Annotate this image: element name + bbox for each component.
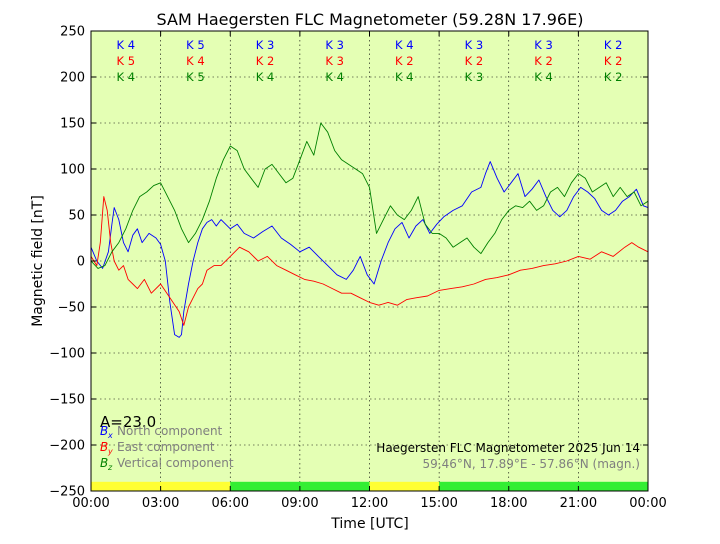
k-index-north: K 3 xyxy=(256,38,275,52)
y-tick-label: −50 xyxy=(58,301,85,316)
y-tick-label: −150 xyxy=(49,393,85,408)
k-index-vertical: K 4 xyxy=(395,70,414,84)
x-tick-label: 09:00 xyxy=(281,496,318,511)
x-axis-label: Time [UTC] xyxy=(330,516,408,532)
series-layer xyxy=(90,122,649,338)
legend-label-x: North component xyxy=(117,424,223,438)
y-tick-label: −100 xyxy=(49,347,85,362)
k-index-north: K 3 xyxy=(534,38,553,52)
k-index-east: K 2 xyxy=(395,54,414,68)
k-index-vertical: K 3 xyxy=(465,70,484,84)
y-tick-label: 0 xyxy=(77,255,85,270)
legend-subscript-y: y xyxy=(107,447,113,456)
k-index-east: K 2 xyxy=(465,54,484,68)
legend-label-y: East component xyxy=(117,440,215,454)
x-tick-label: 03:00 xyxy=(142,496,179,511)
legend-subscript-z: z xyxy=(107,463,113,472)
k-index-north: K 4 xyxy=(117,38,136,52)
y-tick-label: −250 xyxy=(49,485,85,500)
k-index-east: K 3 xyxy=(325,54,344,68)
series-line-x xyxy=(90,161,649,338)
k-index-east: K 4 xyxy=(186,54,205,68)
legend-symbol-x: B xyxy=(100,424,108,438)
k-index-vertical: K 4 xyxy=(256,70,275,84)
series-line-y xyxy=(90,196,649,326)
k-index-north: K 4 xyxy=(395,38,414,52)
k-index-vertical: K 5 xyxy=(186,70,205,84)
legend-symbol-z: B xyxy=(100,456,108,470)
k-index-east: K 2 xyxy=(256,54,275,68)
x-tick-label: 00:00 xyxy=(72,496,109,511)
coordinates-caption: 59.46°N, 17.89°E - 57.86°N (magn.) xyxy=(423,457,640,471)
x-tick-label: 12:00 xyxy=(351,496,388,511)
x-tick-label: 18:00 xyxy=(490,496,527,511)
grid-layer xyxy=(91,31,648,491)
a-index-label: A=23.0 xyxy=(100,413,156,431)
series-line-z xyxy=(90,122,649,269)
k-index-vertical: K 4 xyxy=(325,70,344,84)
k-index-east: K 5 xyxy=(117,54,136,68)
x-tick-label: 15:00 xyxy=(420,496,457,511)
x-tick-label: 06:00 xyxy=(212,496,249,511)
activity-segment-green xyxy=(439,481,648,491)
y-tick-label: 150 xyxy=(60,117,85,132)
k-index-vertical: K 4 xyxy=(117,70,136,84)
tick-layer: 00:00 03:00 06:00 09:00 12:00 15:00 18:00 21:00… xyxy=(49,25,666,512)
k-index-north: K 5 xyxy=(186,38,205,52)
k-index-north: K 3 xyxy=(325,38,344,52)
legend-label-z: Vertical component xyxy=(117,456,234,470)
legend-subscript-x: x xyxy=(107,431,113,440)
k-index-east: K 2 xyxy=(534,54,553,68)
station-caption: Haegersten FLC Magnetometer 2025 Jun 14 xyxy=(376,441,640,455)
k-index-vertical: K 4 xyxy=(534,70,553,84)
k-index-north: K 3 xyxy=(465,38,484,52)
k-index-table: K 4 K 5 K 3 K 3 K 4 K 3 K 3 K 2 K 5 K 4 K 2 K 3 K 2 K… xyxy=(117,38,623,84)
k-index-east: K 2 xyxy=(604,54,623,68)
y-tick-label: 250 xyxy=(60,25,85,40)
k-index-vertical: K 2 xyxy=(604,70,623,84)
legend-symbol-y: B xyxy=(100,440,108,454)
y-tick-label: 200 xyxy=(60,71,85,86)
y-tick-label: 50 xyxy=(68,209,85,224)
k-index-north: K 2 xyxy=(604,38,623,52)
y-tick-label: 100 xyxy=(60,163,85,178)
y-axis-label: Magnetic field [nT] xyxy=(30,195,46,327)
activity-segment-yellow xyxy=(369,481,440,491)
x-tick-label: 00:00 xyxy=(629,496,666,511)
chart-title: SAM Haegersten FLC Magnetometer (59.28N … xyxy=(157,10,584,29)
x-tick-label: 21:00 xyxy=(560,496,597,511)
y-tick-label: −200 xyxy=(49,439,85,454)
